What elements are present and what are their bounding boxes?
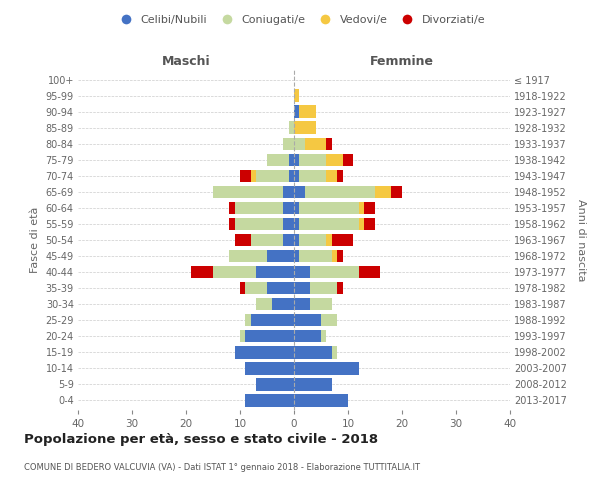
Bar [283, 234, 294, 246]
Bar [283, 186, 294, 198]
Bar [299, 250, 332, 262]
Bar [235, 202, 283, 214]
Bar [294, 346, 332, 358]
Bar [294, 90, 299, 102]
Bar [299, 154, 326, 166]
Bar [267, 282, 294, 294]
Bar [294, 218, 299, 230]
Bar [299, 202, 359, 214]
Bar [326, 170, 337, 182]
Bar [251, 170, 256, 182]
Bar [294, 154, 299, 166]
Bar [364, 202, 375, 214]
Bar [359, 202, 364, 214]
Bar [294, 378, 332, 390]
Bar [326, 154, 343, 166]
Bar [251, 234, 283, 246]
Bar [229, 250, 267, 262]
Bar [229, 218, 235, 230]
Bar [299, 218, 359, 230]
Bar [294, 314, 321, 326]
Bar [245, 282, 267, 294]
Bar [332, 234, 353, 246]
Text: Popolazione per età, sesso e stato civile - 2018: Popolazione per età, sesso e stato civil… [24, 432, 378, 446]
Text: Maschi: Maschi [161, 56, 211, 68]
Legend: Celibi/Nubili, Coniugati/e, Vedovi/e, Divorziati/e: Celibi/Nubili, Coniugati/e, Vedovi/e, Di… [110, 10, 490, 29]
Bar [245, 394, 294, 406]
Bar [245, 330, 294, 342]
Bar [294, 250, 299, 262]
Bar [375, 186, 391, 198]
Bar [283, 138, 294, 150]
Bar [283, 202, 294, 214]
Bar [343, 154, 353, 166]
Bar [272, 298, 294, 310]
Bar [359, 266, 380, 278]
Bar [289, 122, 294, 134]
Bar [326, 138, 332, 150]
Bar [235, 218, 283, 230]
Bar [332, 346, 337, 358]
Bar [289, 154, 294, 166]
Bar [310, 282, 337, 294]
Bar [240, 170, 251, 182]
Bar [299, 170, 326, 182]
Bar [337, 250, 343, 262]
Bar [294, 234, 299, 246]
Bar [337, 170, 343, 182]
Bar [191, 266, 213, 278]
Bar [283, 218, 294, 230]
Bar [299, 234, 326, 246]
Bar [294, 298, 310, 310]
Bar [321, 330, 326, 342]
Bar [294, 362, 359, 374]
Bar [364, 218, 375, 230]
Bar [294, 266, 310, 278]
Bar [310, 298, 332, 310]
Text: Femmine: Femmine [370, 56, 434, 68]
Bar [321, 314, 337, 326]
Text: COMUNE DI BEDERO VALCUVIA (VA) - Dati ISTAT 1° gennaio 2018 - Elaborazione TUTTI: COMUNE DI BEDERO VALCUVIA (VA) - Dati IS… [24, 462, 420, 471]
Bar [240, 282, 245, 294]
Bar [256, 298, 272, 310]
Bar [294, 122, 316, 134]
Bar [267, 154, 289, 166]
Bar [235, 346, 294, 358]
Bar [294, 170, 299, 182]
Bar [289, 170, 294, 182]
Bar [213, 186, 283, 198]
Bar [235, 234, 251, 246]
Y-axis label: Fasce di età: Fasce di età [30, 207, 40, 273]
Bar [310, 266, 359, 278]
Bar [245, 314, 251, 326]
Bar [213, 266, 256, 278]
Bar [326, 234, 332, 246]
Bar [245, 362, 294, 374]
Bar [267, 250, 294, 262]
Bar [337, 282, 343, 294]
Bar [294, 186, 305, 198]
Bar [305, 138, 326, 150]
Bar [294, 202, 299, 214]
Bar [294, 282, 310, 294]
Bar [305, 186, 375, 198]
Bar [256, 378, 294, 390]
Bar [391, 186, 402, 198]
Bar [240, 330, 245, 342]
Bar [299, 106, 316, 118]
Bar [251, 314, 294, 326]
Bar [229, 202, 235, 214]
Bar [294, 106, 299, 118]
Bar [294, 138, 305, 150]
Bar [256, 266, 294, 278]
Bar [359, 218, 364, 230]
Bar [294, 330, 321, 342]
Bar [294, 394, 348, 406]
Bar [256, 170, 289, 182]
Y-axis label: Anni di nascita: Anni di nascita [577, 198, 586, 281]
Bar [332, 250, 337, 262]
